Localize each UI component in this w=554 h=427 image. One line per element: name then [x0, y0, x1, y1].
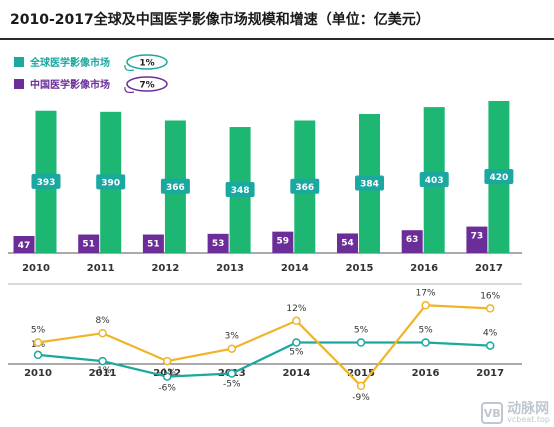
global-market-value-label: 384 — [360, 179, 379, 189]
global-growth-point — [227, 369, 237, 378]
line-year-label: 2017 — [476, 368, 504, 379]
china-growth-value-label: 12% — [286, 304, 306, 314]
legend-callout-value: 7% — [139, 81, 154, 91]
global-growth-value-label: -5% — [223, 380, 241, 390]
china-market-value-label: 63 — [406, 235, 419, 245]
china-growth-value-label: 5% — [31, 326, 46, 336]
global-market-value-box — [290, 178, 320, 194]
title-divider — [0, 38, 554, 40]
global-market-value-label: 348 — [231, 186, 250, 196]
china-market-bar — [13, 235, 35, 253]
line-year-label: 2011 — [89, 368, 117, 379]
china-growth-point — [33, 338, 43, 347]
china-growth-point — [421, 301, 430, 310]
vb-logo-icon: VB — [481, 402, 504, 424]
bar-year-label: 2012 — [151, 263, 179, 274]
bar-year-label: 2014 — [281, 263, 309, 274]
global-market-value-label: 393 — [37, 178, 56, 188]
china-growth-point — [292, 316, 301, 326]
global-market-value-label: 403 — [425, 176, 444, 186]
global-market-value-label: 366 — [166, 183, 185, 193]
global-growth-point — [33, 350, 43, 360]
global-growth-point — [162, 372, 172, 381]
global-growth-value-label: 5% — [418, 326, 433, 336]
line-year-label: 2010 — [24, 368, 52, 379]
global-growth-point — [356, 338, 366, 347]
china-market-bar — [142, 234, 164, 253]
global-market-value-box — [160, 178, 190, 194]
watermark: VB 动脉网 vcbeat.top — [481, 402, 550, 424]
china-growth-value-label: -9% — [352, 393, 370, 403]
china-market-value-label: 53 — [212, 239, 225, 249]
china-growth-value-label: 16% — [480, 291, 500, 301]
china-growth-point — [162, 356, 172, 366]
watermark-url: vcbeat.top — [507, 415, 550, 424]
china-market-bar — [401, 230, 423, 253]
china-market-bar — [466, 226, 488, 253]
global-growth-point — [98, 356, 107, 366]
legend-label: 中国医学影像市场 — [30, 78, 110, 91]
bar-year-label: 2017 — [475, 263, 503, 274]
line-year-label: 2014 — [282, 368, 310, 379]
global-market-value-label: 420 — [490, 173, 509, 183]
legend-callout-value: 1% — [139, 59, 154, 69]
bar-year-label: 2016 — [410, 263, 438, 274]
global-growth-line — [37, 341, 491, 378]
bar-year-label: 2013 — [216, 263, 244, 274]
legend-label: 全球医学影像市场 — [29, 56, 110, 69]
line-year-label: 2015 — [347, 368, 375, 379]
china-market-value-label: 73 — [471, 232, 484, 242]
chart-title-bar: 2010-2017全球及中国医学影像市场规模和增速（单位：亿美元） — [0, 0, 554, 38]
watermark-name: 动脉网 — [507, 401, 550, 417]
china-market-value-label: 59 — [277, 237, 290, 247]
china-market-value-label: 51 — [82, 240, 95, 250]
china-growth-point — [356, 381, 366, 391]
global-market-value-box — [225, 182, 255, 198]
global-growth-point — [292, 338, 301, 347]
legend-callout-ellipse — [126, 76, 168, 92]
global-growth-value-label: 4% — [483, 329, 498, 339]
bar-year-label: 2010 — [22, 263, 50, 274]
china-growth-line — [37, 304, 491, 388]
china-market-bar — [78, 234, 100, 253]
china-growth-point — [98, 328, 107, 338]
china-growth-point — [227, 344, 237, 353]
legend-callout-arrow — [124, 64, 135, 72]
china-growth-point — [485, 304, 495, 313]
china-market-value-label: 47 — [18, 241, 31, 251]
bar-year-label: 2011 — [87, 263, 115, 274]
legend-callout-ellipse — [126, 54, 168, 70]
china-market-value-label: 54 — [341, 238, 354, 248]
line-year-label: 2016 — [412, 368, 440, 379]
china-growth-value-label: 8% — [95, 316, 110, 326]
global-growth-value-label: 5% — [354, 326, 369, 336]
bar-year-label: 2015 — [346, 263, 374, 274]
global-market-value-box — [31, 173, 61, 189]
global-growth-value-label: -6% — [158, 384, 176, 394]
global-growth-value-label: -1% — [94, 366, 112, 376]
global-market-value-label: 390 — [101, 178, 120, 188]
global-growth-point — [485, 341, 495, 350]
legend-callout-arrow — [124, 86, 135, 94]
china-market-bar — [207, 233, 229, 253]
global-market-value-box — [419, 172, 449, 188]
legend-swatch — [14, 79, 24, 89]
china-market-value-label: 51 — [147, 240, 160, 250]
global-growth-point — [421, 338, 430, 347]
global-market-value-box — [355, 175, 384, 191]
legend-swatch — [14, 57, 24, 67]
china-growth-value-label: 3% — [225, 332, 240, 342]
china-growth-value-label: 17% — [416, 288, 436, 298]
china-market-bar — [337, 233, 358, 253]
chart-title: 2010-2017全球及中国医学影像市场规模和增速（单位：亿美元） — [10, 12, 430, 28]
global-market-value-box — [96, 174, 126, 190]
global-market-value-label: 366 — [295, 183, 314, 193]
global-market-value-box — [484, 168, 514, 184]
global-growth-value-label: 5% — [289, 348, 304, 358]
china-market-bar — [272, 231, 294, 253]
china-growth-value-label: -1% — [158, 368, 176, 378]
